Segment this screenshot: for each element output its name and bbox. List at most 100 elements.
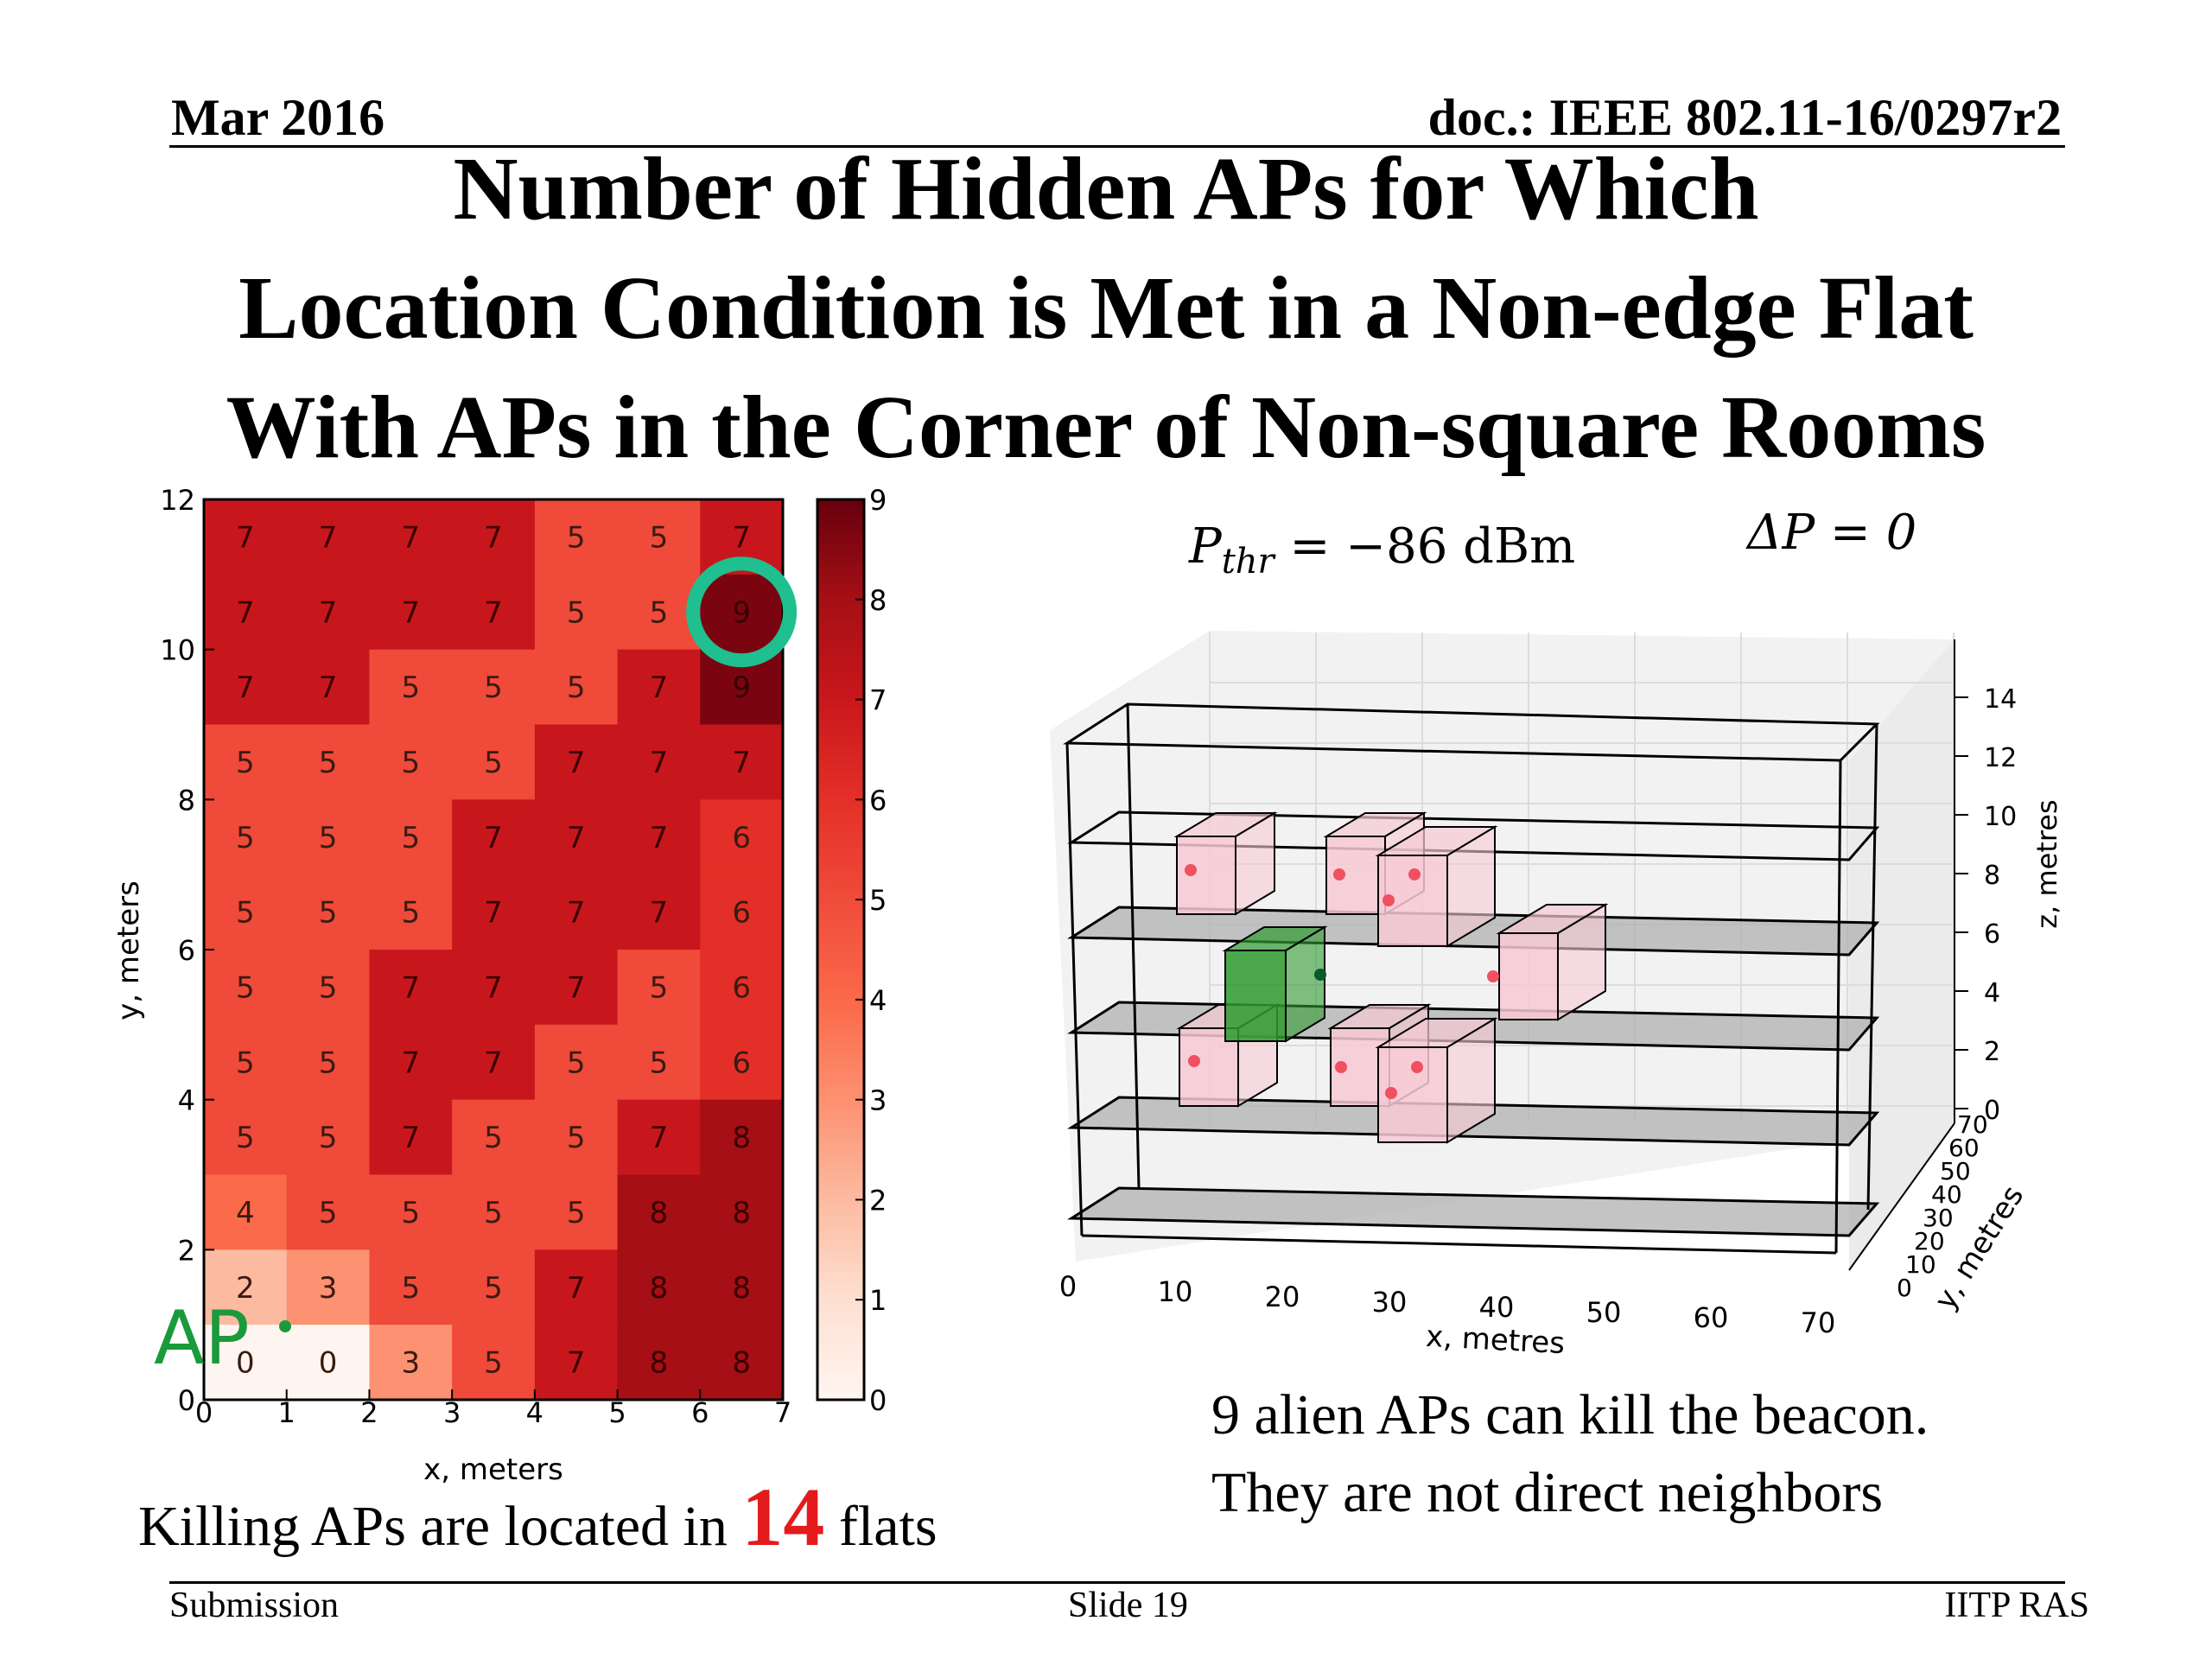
heatmap-cell xyxy=(534,1325,619,1401)
heatmap-cell xyxy=(700,1099,784,1175)
heatmap-cell-value: 7 xyxy=(732,746,751,780)
heatmap-cell-value: 6 xyxy=(732,1046,751,1080)
alien-ap-dot xyxy=(1333,868,1345,880)
heatmap-cell-value: 5 xyxy=(650,595,669,630)
heatmap-cell-value: 7 xyxy=(650,896,669,931)
heatmap-cell-value: 9 xyxy=(732,671,751,705)
colorbar-ticks: 0 1 2 3 4 5 6 7 8 9 xyxy=(855,484,887,1417)
heatmap-cell xyxy=(286,1024,370,1101)
heatmap-cell-value: 6 xyxy=(732,896,751,931)
chart3d-z-tick-label: 0 xyxy=(1984,1096,2000,1126)
heatmap-cell xyxy=(369,874,453,950)
heatmap-x-tick-label: 1 xyxy=(278,1396,296,1429)
chart3d-y-tick-label: 10 xyxy=(1905,1250,1936,1279)
heatmap-cell-value: 7 xyxy=(650,821,669,855)
heatmap-cell-value: 0 xyxy=(236,1346,255,1381)
heatmap-cell-value: 5 xyxy=(567,520,586,555)
heatmap-cell-value: 5 xyxy=(567,1046,586,1080)
heatmap-cell-value: 7 xyxy=(401,1046,420,1080)
heatmap-y-ticks: 0 2 4 6 8 10 12 xyxy=(160,484,214,1417)
heatmap-cell xyxy=(286,874,370,950)
heatmap-cell-value: 7 xyxy=(484,896,503,931)
chart3d-y-tick-label: 40 xyxy=(1931,1180,1962,1209)
heatmap-cell xyxy=(700,799,784,875)
alien-room xyxy=(1496,903,1609,1021)
chart3d-x-tick-label: 30 xyxy=(1372,1286,1408,1319)
heatmap-cell xyxy=(204,799,288,875)
heatmap-cell xyxy=(534,649,619,725)
heatmap-cell-value: 7 xyxy=(567,896,586,931)
heatmap-cell xyxy=(369,1325,453,1401)
heatmap-cell-value: 7 xyxy=(401,595,420,630)
chart3d-x-tick-label: 20 xyxy=(1265,1281,1300,1313)
colorbar-tick-label: 4 xyxy=(869,984,887,1017)
heatmap-cell xyxy=(286,950,370,1026)
heatmap-cell xyxy=(204,649,288,725)
heatmap-cell-value: 5 xyxy=(236,1046,255,1080)
heatmap-cell xyxy=(617,649,701,725)
colorbar-tick-label: 1 xyxy=(869,1284,887,1317)
alien-ap-dot xyxy=(1408,868,1421,880)
heatmap-cell-value: 6 xyxy=(732,970,751,1005)
heatmap-cell xyxy=(617,499,701,575)
heatmap-cell xyxy=(204,574,288,651)
heatmap-cell xyxy=(534,1174,619,1250)
heatmap-cell-value: 5 xyxy=(236,970,255,1005)
chart3d-z-tick-label: 10 xyxy=(1984,802,2017,832)
heatmap-cell xyxy=(369,649,453,725)
heatmap-cell-value: 5 xyxy=(650,1046,669,1080)
heatmap-cell xyxy=(534,1249,619,1325)
heatmap-cell xyxy=(617,724,701,800)
heatmap-cell-value: 5 xyxy=(319,1121,338,1155)
eq-delta-p: ΔP = 0 xyxy=(1747,505,1917,561)
heatmap-cell xyxy=(534,799,619,875)
heatmap-cell xyxy=(286,1325,370,1401)
heatmap-cell-value: 7 xyxy=(319,520,338,555)
chart3d-floor-slab xyxy=(1067,1186,1880,1237)
heatmap-y-tick-label: 6 xyxy=(178,934,195,967)
target-ap-dot xyxy=(1314,969,1326,981)
heatmap-cell xyxy=(700,1325,784,1401)
heatmap-cell-labels: 7 7 7 7 5 5 7 7 7 7 7 5 5 9 7 7 5 5 5 7 9 5 5 5 5 7 7 7 5 5 5 7 7 7 6 5 5 5 7 7… xyxy=(236,520,751,1380)
heatmap-cell xyxy=(369,1249,453,1325)
heatmap-cell-value: 7 xyxy=(484,970,503,1005)
heatmap-cell xyxy=(286,799,370,875)
chart3d-y-tick-label: 0 xyxy=(1897,1274,1912,1302)
heatmap-cell-value: 7 xyxy=(236,595,255,630)
heatmap-cell-value: 5 xyxy=(319,896,338,931)
colorbar-tick-label: 3 xyxy=(869,1084,887,1117)
heatmap-cell-value: 5 xyxy=(567,671,586,705)
heatmap-y-label: y, meters xyxy=(111,880,146,1020)
heatmap-cell xyxy=(534,724,619,800)
heatmap-x-tick-label: 2 xyxy=(360,1396,378,1429)
header-rule xyxy=(169,145,2065,148)
heatmap-cell-value: 5 xyxy=(650,970,669,1005)
heatmap-cell xyxy=(617,1024,701,1101)
ap-label: AP xyxy=(154,1295,250,1382)
chart3d-z-tick-label: 6 xyxy=(1984,919,2000,950)
heatmap-cell xyxy=(204,1249,288,1325)
slide-title: Number of Hidden APs for Which Location … xyxy=(0,130,2212,487)
target-room xyxy=(1222,925,1328,1043)
chart3d-x-tick-label: 10 xyxy=(1158,1275,1193,1308)
heatmap-cell-value: 7 xyxy=(401,970,420,1005)
heatmap-cell-value: 5 xyxy=(319,746,338,780)
heatmap-cell-value: 7 xyxy=(732,520,751,555)
heatmap-cell-value: 8 xyxy=(650,1346,669,1381)
heatmap-cell xyxy=(452,1099,536,1175)
heatmap-cell xyxy=(700,574,784,651)
heatmap-cell xyxy=(204,724,288,800)
heatmap-x-tick-label: 4 xyxy=(526,1396,543,1429)
heatmap-cell xyxy=(452,499,536,575)
heatmap-cell xyxy=(617,874,701,950)
alien-room xyxy=(1173,811,1278,916)
heatmap-cell-value: 7 xyxy=(484,595,503,630)
heatmap-x-label: x, meters xyxy=(423,1452,563,1487)
heatmap-y-tick-label: 12 xyxy=(160,484,195,517)
heatmap-cell-value: 7 xyxy=(567,821,586,855)
heatmap-cell-value: 7 xyxy=(650,746,669,780)
heatmap-cell-value: 5 xyxy=(567,1196,586,1230)
heatmap-cell xyxy=(286,1099,370,1175)
eq-pthr-subscript: thr xyxy=(1221,542,1274,582)
